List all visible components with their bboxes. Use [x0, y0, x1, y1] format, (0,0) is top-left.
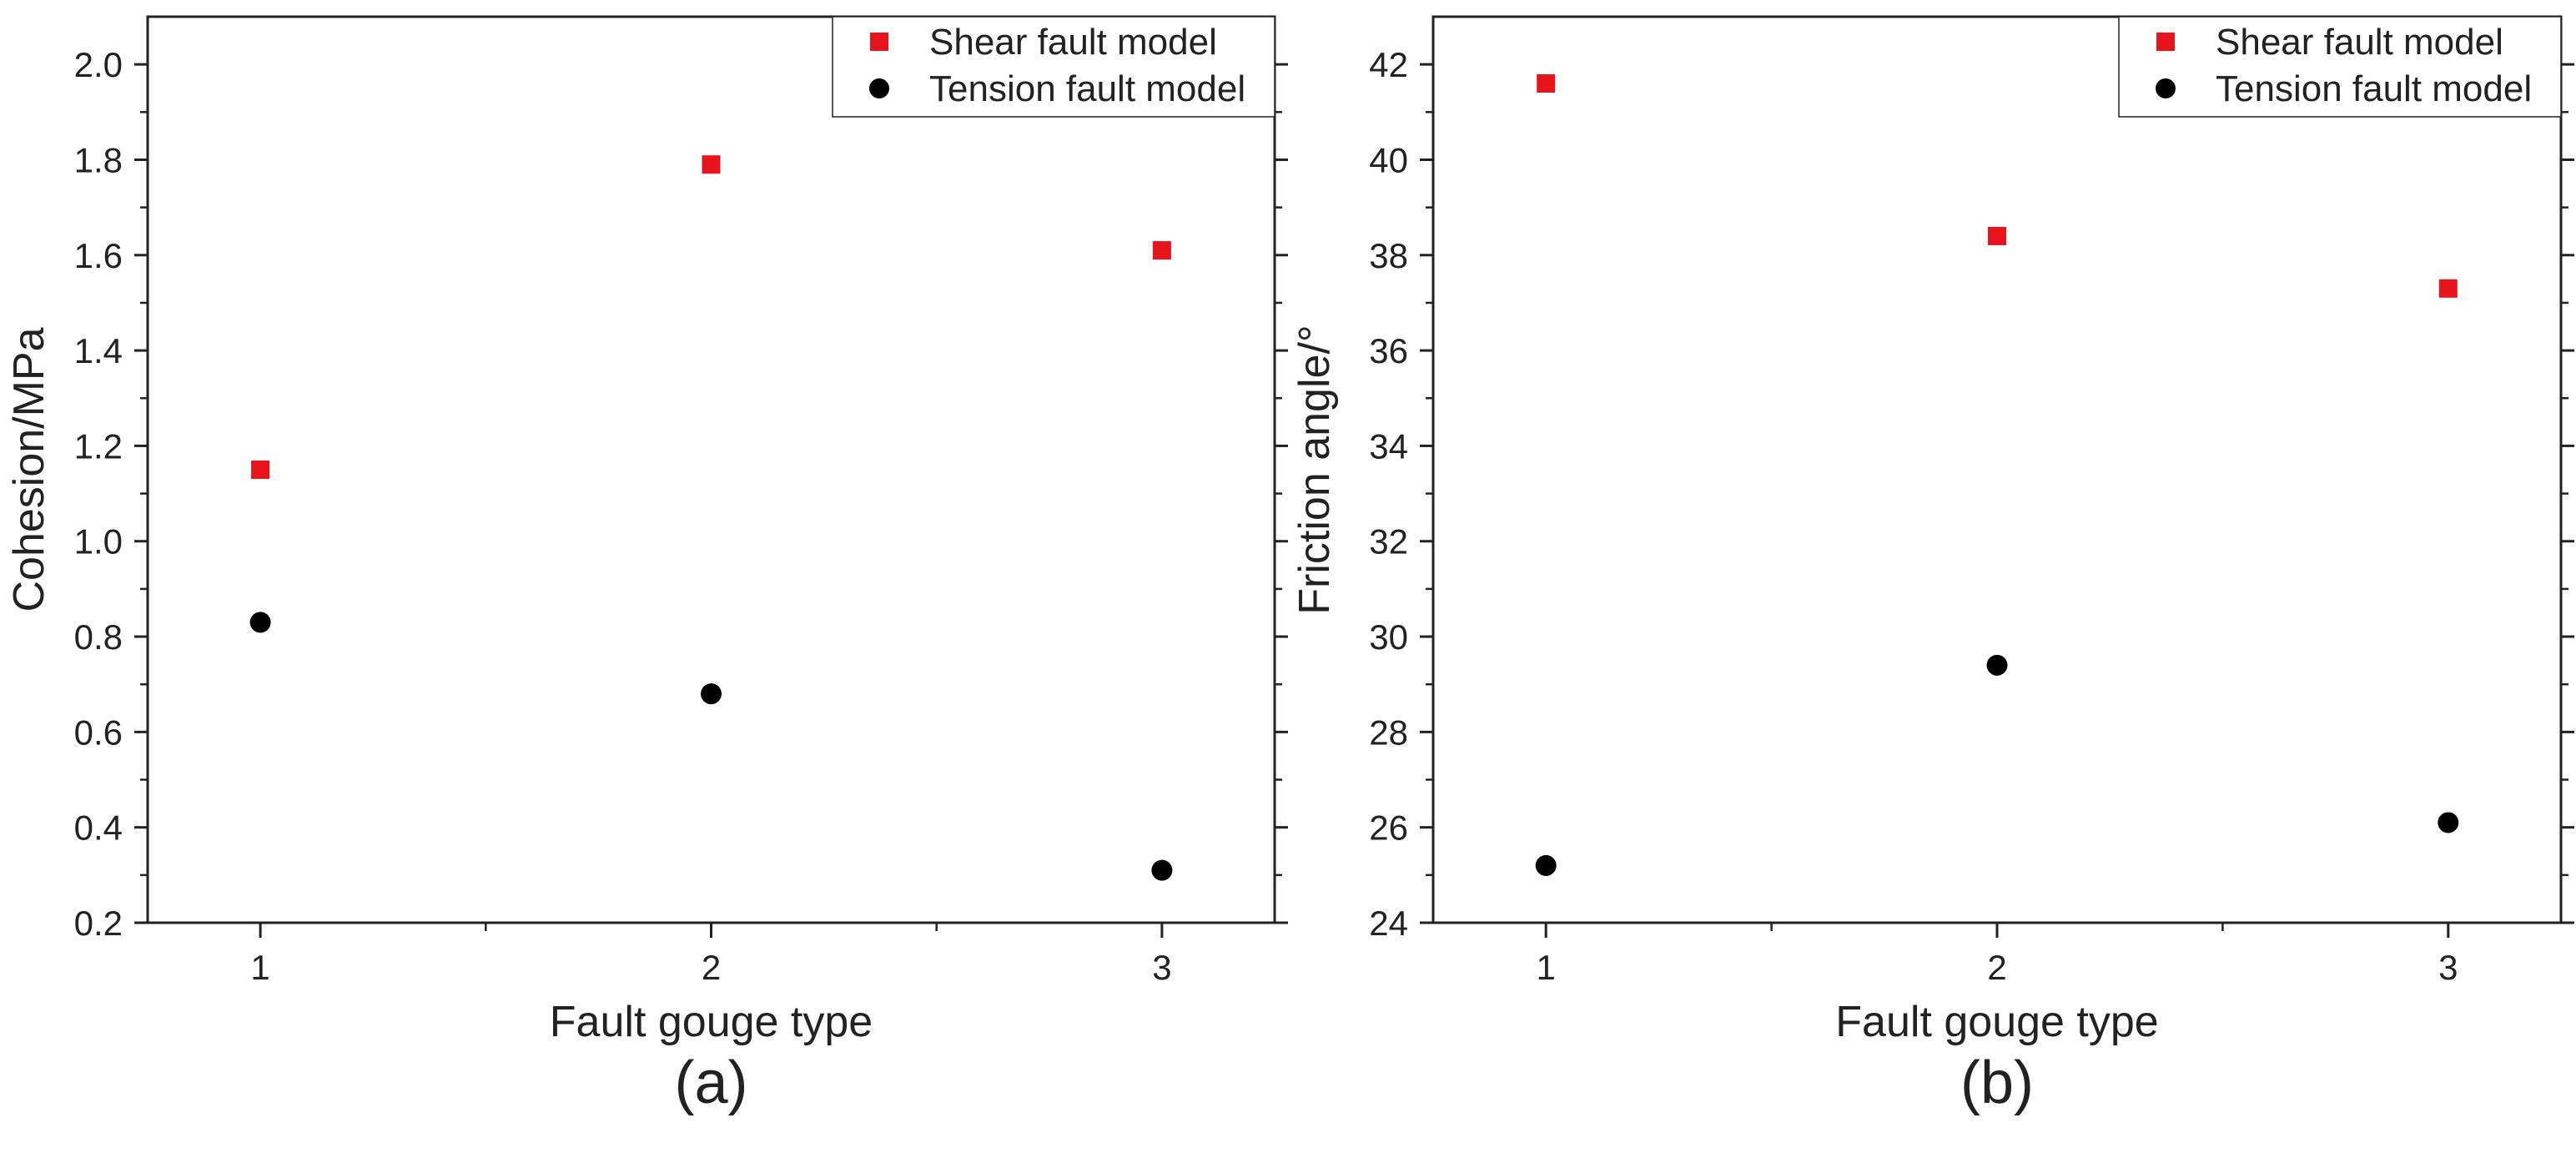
data-point-shear: [2438, 279, 2458, 298]
y-tick-label: 42: [1369, 45, 1408, 84]
chart-panel-a: 0.2 0.4 0.6 0.8 1.0 1.2 1.4 1.6 1.8 2.0 1 2 3 Fault g…: [5, 15, 1288, 1116]
y-tick-label: 2.0: [74, 45, 123, 84]
y-tick-label: 1.8: [74, 140, 123, 179]
x-tick-label: 2: [1987, 948, 2006, 987]
y-tick-label: 1.2: [74, 426, 123, 466]
legend-marker-circle: [869, 78, 889, 98]
y-tick-label: 1.4: [74, 331, 123, 370]
plot-frame: [146, 15, 1276, 924]
data-point-tension: [1535, 854, 1557, 876]
x-axis-label: Fault gouge type: [1835, 998, 2158, 1046]
x-axis-label: Fault gouge type: [550, 998, 873, 1046]
y-tick-label: 1.0: [74, 522, 123, 561]
y-tick-label: 0.6: [74, 712, 123, 752]
y-tick-label: 1.6: [74, 236, 123, 275]
legend-marker-square: [2156, 33, 2175, 51]
data-point-tension: [249, 612, 271, 633]
y-tick-label: 28: [1369, 712, 1408, 752]
legend-entry-label: Shear fault model: [929, 22, 1217, 63]
panel-label: (a): [675, 1050, 748, 1116]
data-point-tension: [1151, 859, 1173, 881]
legend: Shear fault model Tension fault model: [832, 16, 1275, 118]
legend-marker-circle: [2156, 78, 2176, 98]
y-tick-label: 32: [1369, 522, 1408, 561]
y-tick-label: 34: [1369, 426, 1408, 466]
y-tick-label: 40: [1369, 140, 1408, 179]
data-point-tension: [1986, 654, 2008, 676]
x-tick-label: 3: [2438, 948, 2458, 987]
y-axis-label: Cohesion/MPa: [5, 327, 53, 612]
data-point-shear: [1537, 74, 1556, 93]
legend-entry-label: Tension fault model: [929, 68, 1245, 109]
x-tick-label: 2: [702, 948, 721, 987]
data-point-tension: [701, 683, 722, 705]
y-tick-label: 30: [1369, 617, 1408, 657]
y-tick-label: 24: [1369, 904, 1408, 943]
panel-label: (b): [1960, 1050, 2034, 1116]
data-point-shear: [1988, 226, 2006, 245]
y-tick-label: 36: [1369, 331, 1408, 370]
legend-entry-label: Tension fault model: [2216, 68, 2532, 109]
data-point-shear: [251, 461, 270, 479]
data-point-tension: [2438, 812, 2459, 833]
y-tick-label: 0.4: [74, 808, 123, 848]
y-tick-label: 0.2: [74, 904, 123, 943]
legend: Shear fault model Tension fault model: [2118, 16, 2562, 118]
x-tick-label: 1: [1537, 948, 1556, 987]
legend-box: [2118, 16, 2562, 118]
legend-box: [832, 16, 1275, 118]
x-tick-label: 3: [1152, 948, 1171, 987]
plot-frame: [1431, 15, 2563, 924]
legend-entry-label: Shear fault model: [2216, 22, 2503, 63]
data-point-shear: [1152, 241, 1171, 260]
chart-panel-b: 24 26 28 30 32 34 36 38 40 42 1 2 3 Fault gouge type F…: [1291, 15, 2574, 1116]
y-tick-label: 0.8: [74, 617, 123, 657]
y-axis-label: Friction angle/°: [1291, 325, 1339, 614]
x-tick-label: 1: [250, 948, 269, 987]
legend-marker-square: [870, 33, 888, 51]
y-tick-label: 26: [1369, 808, 1408, 848]
data-point-shear: [702, 155, 721, 174]
y-tick-label: 38: [1369, 236, 1408, 275]
